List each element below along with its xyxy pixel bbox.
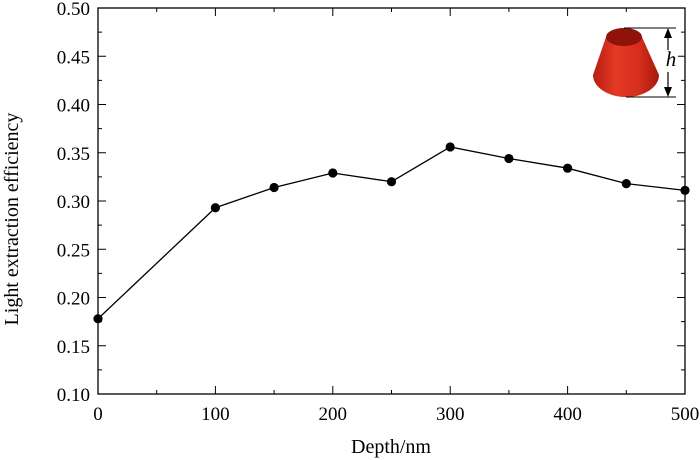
- cone-top-face: [606, 28, 642, 46]
- y-tick-label: 0.45: [57, 47, 90, 68]
- y-tick-label: 0.40: [57, 96, 90, 117]
- height-arrow-up: [664, 28, 672, 38]
- data-point: [563, 163, 573, 173]
- y-tick-label: 0.20: [57, 289, 90, 310]
- cone-inset-illustration: h: [593, 27, 678, 98]
- data-point: [386, 177, 397, 187]
- y-axis-title: Light extraction efficiency: [1, 113, 23, 326]
- cone-body: [593, 37, 659, 97]
- y-tick-label: 0.50: [57, 0, 90, 20]
- x-tick-label: 200: [319, 404, 348, 425]
- data-point: [504, 153, 514, 164]
- data-point: [328, 168, 338, 178]
- data-point: [210, 203, 220, 213]
- data-point: [445, 142, 455, 152]
- tick-labels: 0 100 200 300 400 500 0.10 0.15 0.20 0.25 0.30 0.35…: [57, 0, 700, 425]
- y-tick-label: 0.15: [57, 337, 90, 358]
- x-axis-title: Depth/nm: [351, 436, 431, 458]
- x-tick-label: 400: [553, 404, 582, 425]
- x-tick-label: 100: [201, 404, 230, 425]
- plot-frame: [97, 7, 686, 395]
- data-point: [621, 179, 631, 189]
- x-tick-label: 0: [93, 404, 103, 425]
- height-arrow-down: [664, 87, 672, 97]
- height-label: h: [666, 47, 677, 71]
- y-tick-label: 0.10: [57, 385, 90, 406]
- data-point: [269, 182, 279, 193]
- x-tick-label: 500: [671, 404, 700, 425]
- series-layer: [93, 142, 690, 324]
- y-tick-label: 0.30: [57, 192, 90, 213]
- y-tick-label: 0.35: [57, 144, 90, 165]
- x-tick-label: 300: [436, 404, 465, 425]
- y-tick-label: 0.25: [57, 240, 90, 261]
- series-line: [97, 146, 686, 320]
